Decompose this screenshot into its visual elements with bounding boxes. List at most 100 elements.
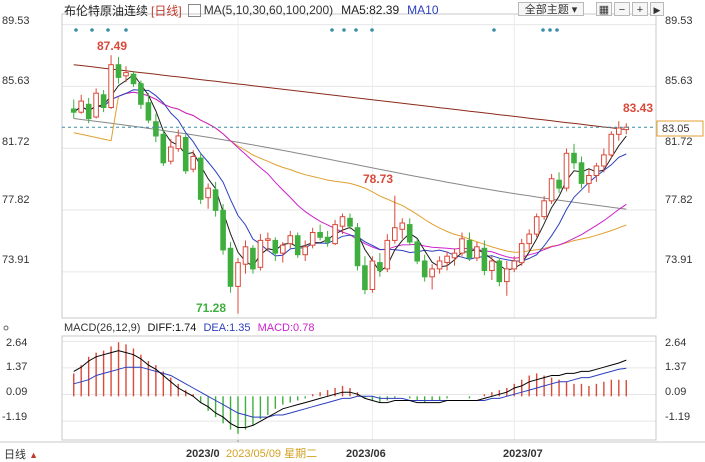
diff-value: DIFF:1.74 bbox=[147, 322, 197, 334]
theme-button[interactable]: 全部主题 ▾ bbox=[518, 2, 584, 16]
moving-average-lines bbox=[73, 64, 627, 273]
candle-body bbox=[616, 127, 622, 135]
candle-body bbox=[100, 94, 107, 109]
event-marker-dot bbox=[124, 28, 128, 32]
macd-tick-label: -1.19 bbox=[2, 411, 27, 423]
candle-body bbox=[324, 236, 331, 243]
candle-body bbox=[548, 178, 555, 202]
minus-icon[interactable]: − bbox=[614, 2, 630, 16]
macd-tick-label: 1.37 bbox=[6, 361, 27, 373]
candle-body bbox=[518, 243, 525, 264]
y-axis-labels: 89.53 89.53 85.63 85.63 81.72 81.72 77.8… bbox=[2, 15, 693, 423]
x-axis-labels: 2023/0 2023/05/09 星期二 2023/06 2023/07 bbox=[186, 447, 543, 460]
y-tick-label: 85.63 bbox=[665, 75, 693, 87]
candle-body bbox=[593, 165, 600, 176]
event-marker-dot bbox=[330, 28, 334, 32]
ma30-line bbox=[73, 91, 627, 259]
ma-legend[interactable]: MA(5,10,30,60,100,200) bbox=[203, 3, 334, 17]
chevron-down-icon: ▾ bbox=[568, 4, 578, 16]
play-icon[interactable]: ▶ bbox=[650, 2, 664, 16]
event-marker-dot bbox=[370, 28, 374, 32]
candle-body bbox=[489, 260, 495, 271]
grid-icon[interactable]: ▦ bbox=[596, 2, 612, 16]
current-price-label: 83.05 bbox=[662, 123, 690, 135]
event-marker-dot bbox=[74, 28, 78, 32]
y-tick-label: 77.82 bbox=[665, 194, 693, 206]
candle-body bbox=[153, 121, 159, 137]
candle-body bbox=[481, 247, 488, 272]
ma5-value: MA5:82.39 bbox=[341, 3, 400, 17]
candle-body bbox=[242, 246, 249, 265]
ma-legend-icon bbox=[187, 3, 201, 17]
candle-body bbox=[138, 83, 144, 105]
candle-body bbox=[578, 162, 585, 184]
candle-body bbox=[212, 189, 219, 211]
candle-body bbox=[78, 100, 85, 113]
candle-body bbox=[466, 239, 473, 259]
macd-tick-label: 0.09 bbox=[665, 386, 686, 398]
settings-gear-icon bbox=[3, 325, 9, 331]
candle-body bbox=[459, 238, 465, 254]
candle-body bbox=[541, 200, 547, 218]
macd-tick-label: 2.64 bbox=[6, 337, 27, 349]
macd-histogram bbox=[73, 342, 627, 434]
event-marker-dot bbox=[541, 28, 545, 32]
macd-panel-border bbox=[61, 335, 657, 441]
current-price-badge: 83.05 bbox=[656, 120, 704, 137]
candle-body bbox=[70, 108, 77, 113]
candle-body bbox=[608, 133, 615, 156]
candle-body bbox=[601, 154, 607, 167]
candle-body bbox=[145, 102, 152, 121]
candle-body bbox=[108, 64, 114, 108]
candle-body bbox=[421, 260, 428, 278]
y-tick-label: 73.91 bbox=[2, 254, 30, 266]
candle-body bbox=[556, 179, 562, 189]
candle-body bbox=[93, 92, 99, 118]
candle-body bbox=[280, 244, 286, 254]
candle-body bbox=[287, 235, 294, 245]
candle-body bbox=[414, 241, 420, 262]
x-tick-label: 2023/07 bbox=[503, 448, 543, 460]
y-tick-label: 77.82 bbox=[2, 194, 30, 206]
candle-body bbox=[571, 152, 577, 164]
event-marker-dot bbox=[90, 28, 94, 32]
candle-body bbox=[294, 235, 301, 256]
candle-body bbox=[182, 137, 189, 172]
candle-body bbox=[347, 217, 353, 227]
plus-icon[interactable]: + bbox=[632, 2, 648, 16]
macd-tick-label: -1.19 bbox=[665, 411, 690, 423]
x-tick-label: 2023/06 bbox=[346, 448, 386, 460]
arrow-up-icon: ▲ bbox=[29, 450, 38, 460]
ma10-line bbox=[73, 89, 627, 262]
candle-body bbox=[257, 239, 264, 268]
candle-body bbox=[197, 157, 204, 200]
candle-body bbox=[586, 175, 592, 184]
y-tick-label: 81.72 bbox=[2, 136, 30, 148]
macd-title[interactable]: MACD(26,12,9) bbox=[64, 322, 141, 334]
y-tick-label: 73.91 bbox=[665, 254, 693, 266]
candle-body bbox=[175, 135, 182, 150]
chart-header: 布伦特原油连续 [日线] MA(5,10,30,60,100,200) MA5:… bbox=[64, 2, 439, 18]
y-tick-label: 85.63 bbox=[2, 75, 30, 87]
candle-body bbox=[235, 262, 241, 287]
candle-body bbox=[309, 232, 316, 246]
ma100-line bbox=[73, 118, 627, 210]
candle-body bbox=[526, 233, 533, 245]
candle-body bbox=[444, 255, 450, 264]
period-tag[interactable]: [日线] bbox=[151, 3, 182, 18]
macd-tick-label: 2.64 bbox=[665, 337, 686, 349]
macd-tick-label: 1.37 bbox=[665, 361, 686, 373]
candle-body bbox=[250, 247, 256, 270]
event-marker-dot bbox=[492, 28, 496, 32]
price-panel-border bbox=[61, 13, 657, 319]
candle-body bbox=[504, 268, 510, 283]
recent-annotation: 83.43 bbox=[623, 101, 653, 115]
event-marker-dot bbox=[354, 28, 358, 32]
candle-body bbox=[332, 224, 338, 245]
event-marker-dot bbox=[555, 28, 559, 32]
period-footer[interactable]: 日线 ▲ bbox=[4, 446, 38, 462]
candle-body bbox=[302, 246, 308, 256]
ma200-line bbox=[73, 64, 627, 131]
candle-body bbox=[160, 133, 167, 164]
